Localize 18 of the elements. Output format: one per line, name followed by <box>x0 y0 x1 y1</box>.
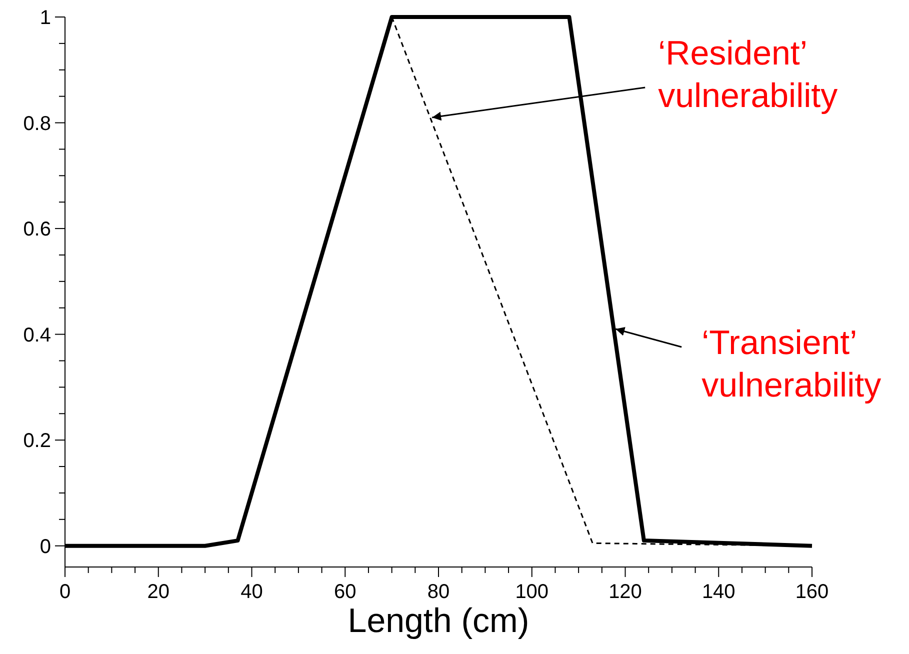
annotation: ‘Transient’ vulnerability <box>702 324 882 405</box>
y-tick-label: 0.4 <box>23 324 51 346</box>
y-tick-label: 0.2 <box>23 430 51 452</box>
y-tick-label: 0.6 <box>23 218 51 241</box>
x-tick-label: 40 <box>240 581 263 603</box>
x-tick-label: 160 <box>795 581 829 603</box>
x-tick-label: 100 <box>515 581 549 603</box>
x-tick-label: 20 <box>147 581 170 603</box>
x-tick-label: 80 <box>427 581 450 603</box>
annotation: ‘Resident’ vulnerability <box>658 34 838 115</box>
x-tick-label: 120 <box>608 581 642 603</box>
x-tick-label: 140 <box>702 581 736 603</box>
y-tick-label: 0.8 <box>23 112 51 135</box>
x-tick-label: 60 <box>334 581 356 603</box>
x-axis-title: Length (cm) <box>348 602 530 640</box>
y-tick-label: 0 <box>40 536 51 558</box>
x-tick-label: 0 <box>59 581 71 603</box>
y-tick-label: 1 <box>40 7 51 29</box>
